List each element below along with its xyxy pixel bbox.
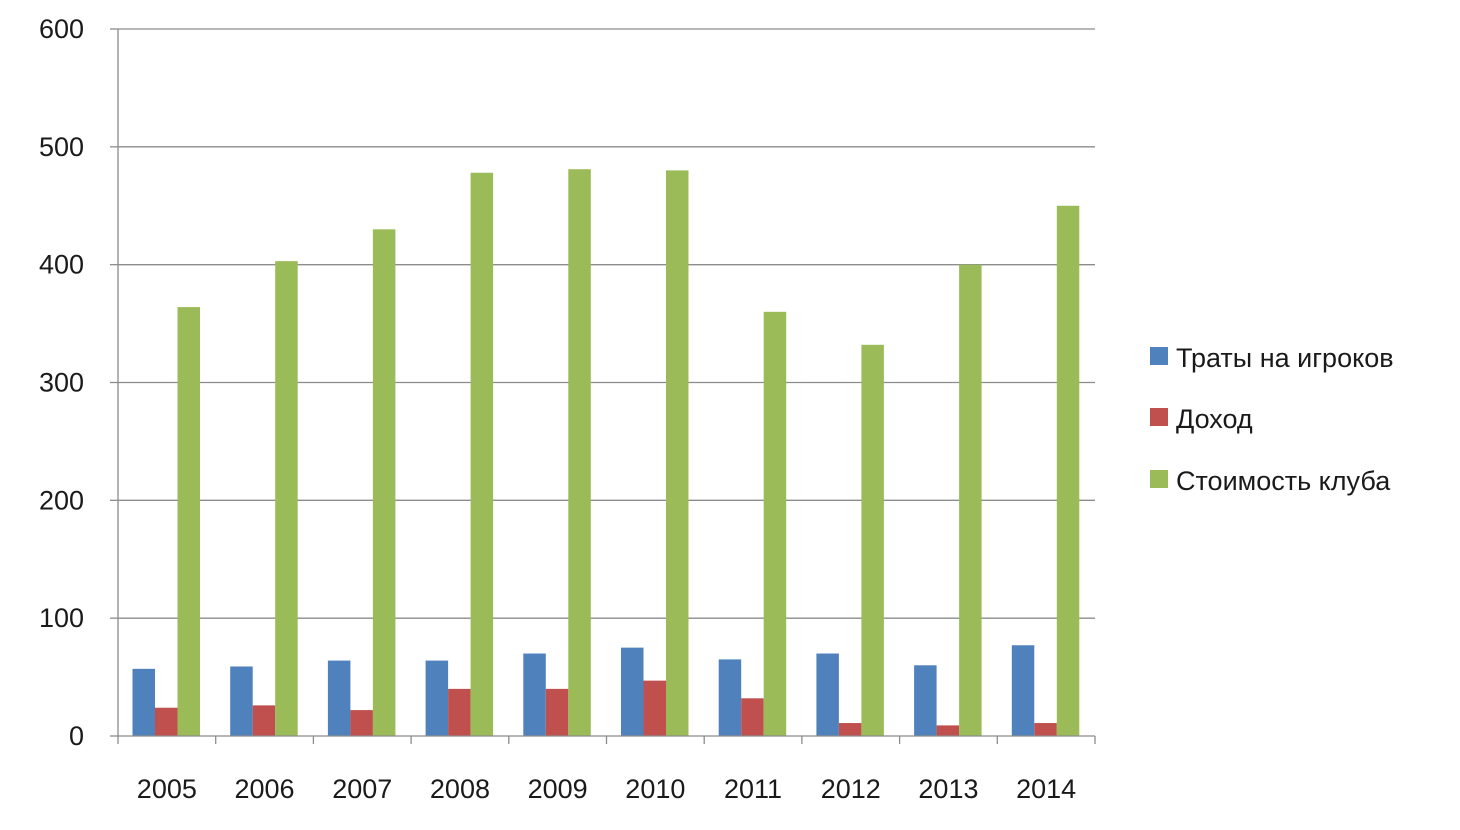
- bar-series-1-2005: [155, 707, 178, 736]
- bar-series-0-2013: [914, 665, 937, 736]
- bar-series-0-2014: [1011, 645, 1035, 736]
- bar-series-0-2007: [327, 660, 351, 736]
- legend-label-club-value: Стоимость клуба: [1176, 466, 1391, 496]
- bar-series-0-2011: [718, 659, 742, 736]
- bar-series-0-2012: [816, 653, 839, 736]
- y-tick-label: 400: [39, 250, 84, 280]
- gridlines: [118, 28, 1095, 619]
- legend-swatch-players-spending: [1150, 347, 1168, 365]
- bar-series-1-2014: [1034, 723, 1057, 736]
- legend-item-club-value: Стоимость клуба: [1150, 466, 1391, 496]
- bars: [132, 169, 1080, 737]
- x-tick-label: 2007: [332, 774, 392, 804]
- bar-series-0-2008: [425, 660, 449, 736]
- y-tick-label: 0: [69, 721, 84, 751]
- bar-series-0-2010: [621, 647, 644, 736]
- bar-series-2-2010: [666, 170, 689, 736]
- x-tick-label: 2012: [821, 774, 881, 804]
- legend-label-players-spending: Траты на игроков: [1176, 343, 1394, 373]
- y-tick-label: 500: [39, 132, 84, 162]
- x-axis-ticks: 2005 2006 2007 2008 2009 2010 2011 2012 2013 2014: [117, 736, 1096, 804]
- legend-item-players-spending: Траты на игроков: [1150, 343, 1394, 373]
- bar-series-1-2007: [350, 710, 373, 736]
- legend-swatch-club-value: [1150, 470, 1168, 488]
- bar-series-1-2011: [741, 698, 764, 736]
- bar-series-2-2014: [1056, 205, 1080, 736]
- x-tick-label: 2009: [528, 774, 588, 804]
- bar-series-2-2013: [959, 264, 982, 736]
- y-tick-label: 600: [39, 14, 84, 44]
- bar-series-0-2005: [132, 668, 155, 736]
- x-tick-label: 2013: [918, 774, 978, 804]
- legend-item-income: Доход: [1150, 404, 1253, 434]
- bar-series-1-2006: [252, 705, 276, 736]
- bar-series-2-2006: [275, 261, 298, 736]
- x-tick-label: 2011: [724, 774, 782, 804]
- x-tick-label: 2014: [1016, 774, 1076, 804]
- y-tick-label: 200: [39, 485, 84, 515]
- legend-label-income: Доход: [1176, 404, 1253, 434]
- legend: Траты на игроков Доход Стоимость клуба: [1150, 343, 1394, 496]
- bar-series-2-2012: [861, 344, 884, 736]
- bar-series-2-2007: [372, 229, 396, 737]
- x-tick-label: 2010: [625, 774, 685, 804]
- bar-series-2-2009: [568, 169, 591, 736]
- x-tick-label: 2005: [137, 774, 197, 804]
- bar-series-2-2005: [177, 307, 200, 736]
- y-axis-ticks: 0 100 200 300 400 500 600: [39, 14, 118, 751]
- bar-series-2-2008: [470, 172, 494, 737]
- bar-series-0-2006: [230, 666, 253, 736]
- bar-series-1-2012: [838, 723, 862, 736]
- bar-series-1-2010: [643, 680, 666, 736]
- x-tick-label: 2006: [235, 774, 295, 804]
- bar-series-0-2009: [523, 653, 546, 736]
- legend-swatch-income: [1150, 408, 1168, 426]
- bar-series-1-2013: [936, 725, 960, 736]
- y-tick-label: 100: [39, 603, 84, 633]
- x-tick-label: 2008: [430, 774, 490, 804]
- bar-series-2-2011: [763, 311, 787, 736]
- y-tick-label: 300: [39, 368, 84, 398]
- bar-series-1-2008: [448, 688, 471, 736]
- bar-series-1-2009: [545, 688, 569, 736]
